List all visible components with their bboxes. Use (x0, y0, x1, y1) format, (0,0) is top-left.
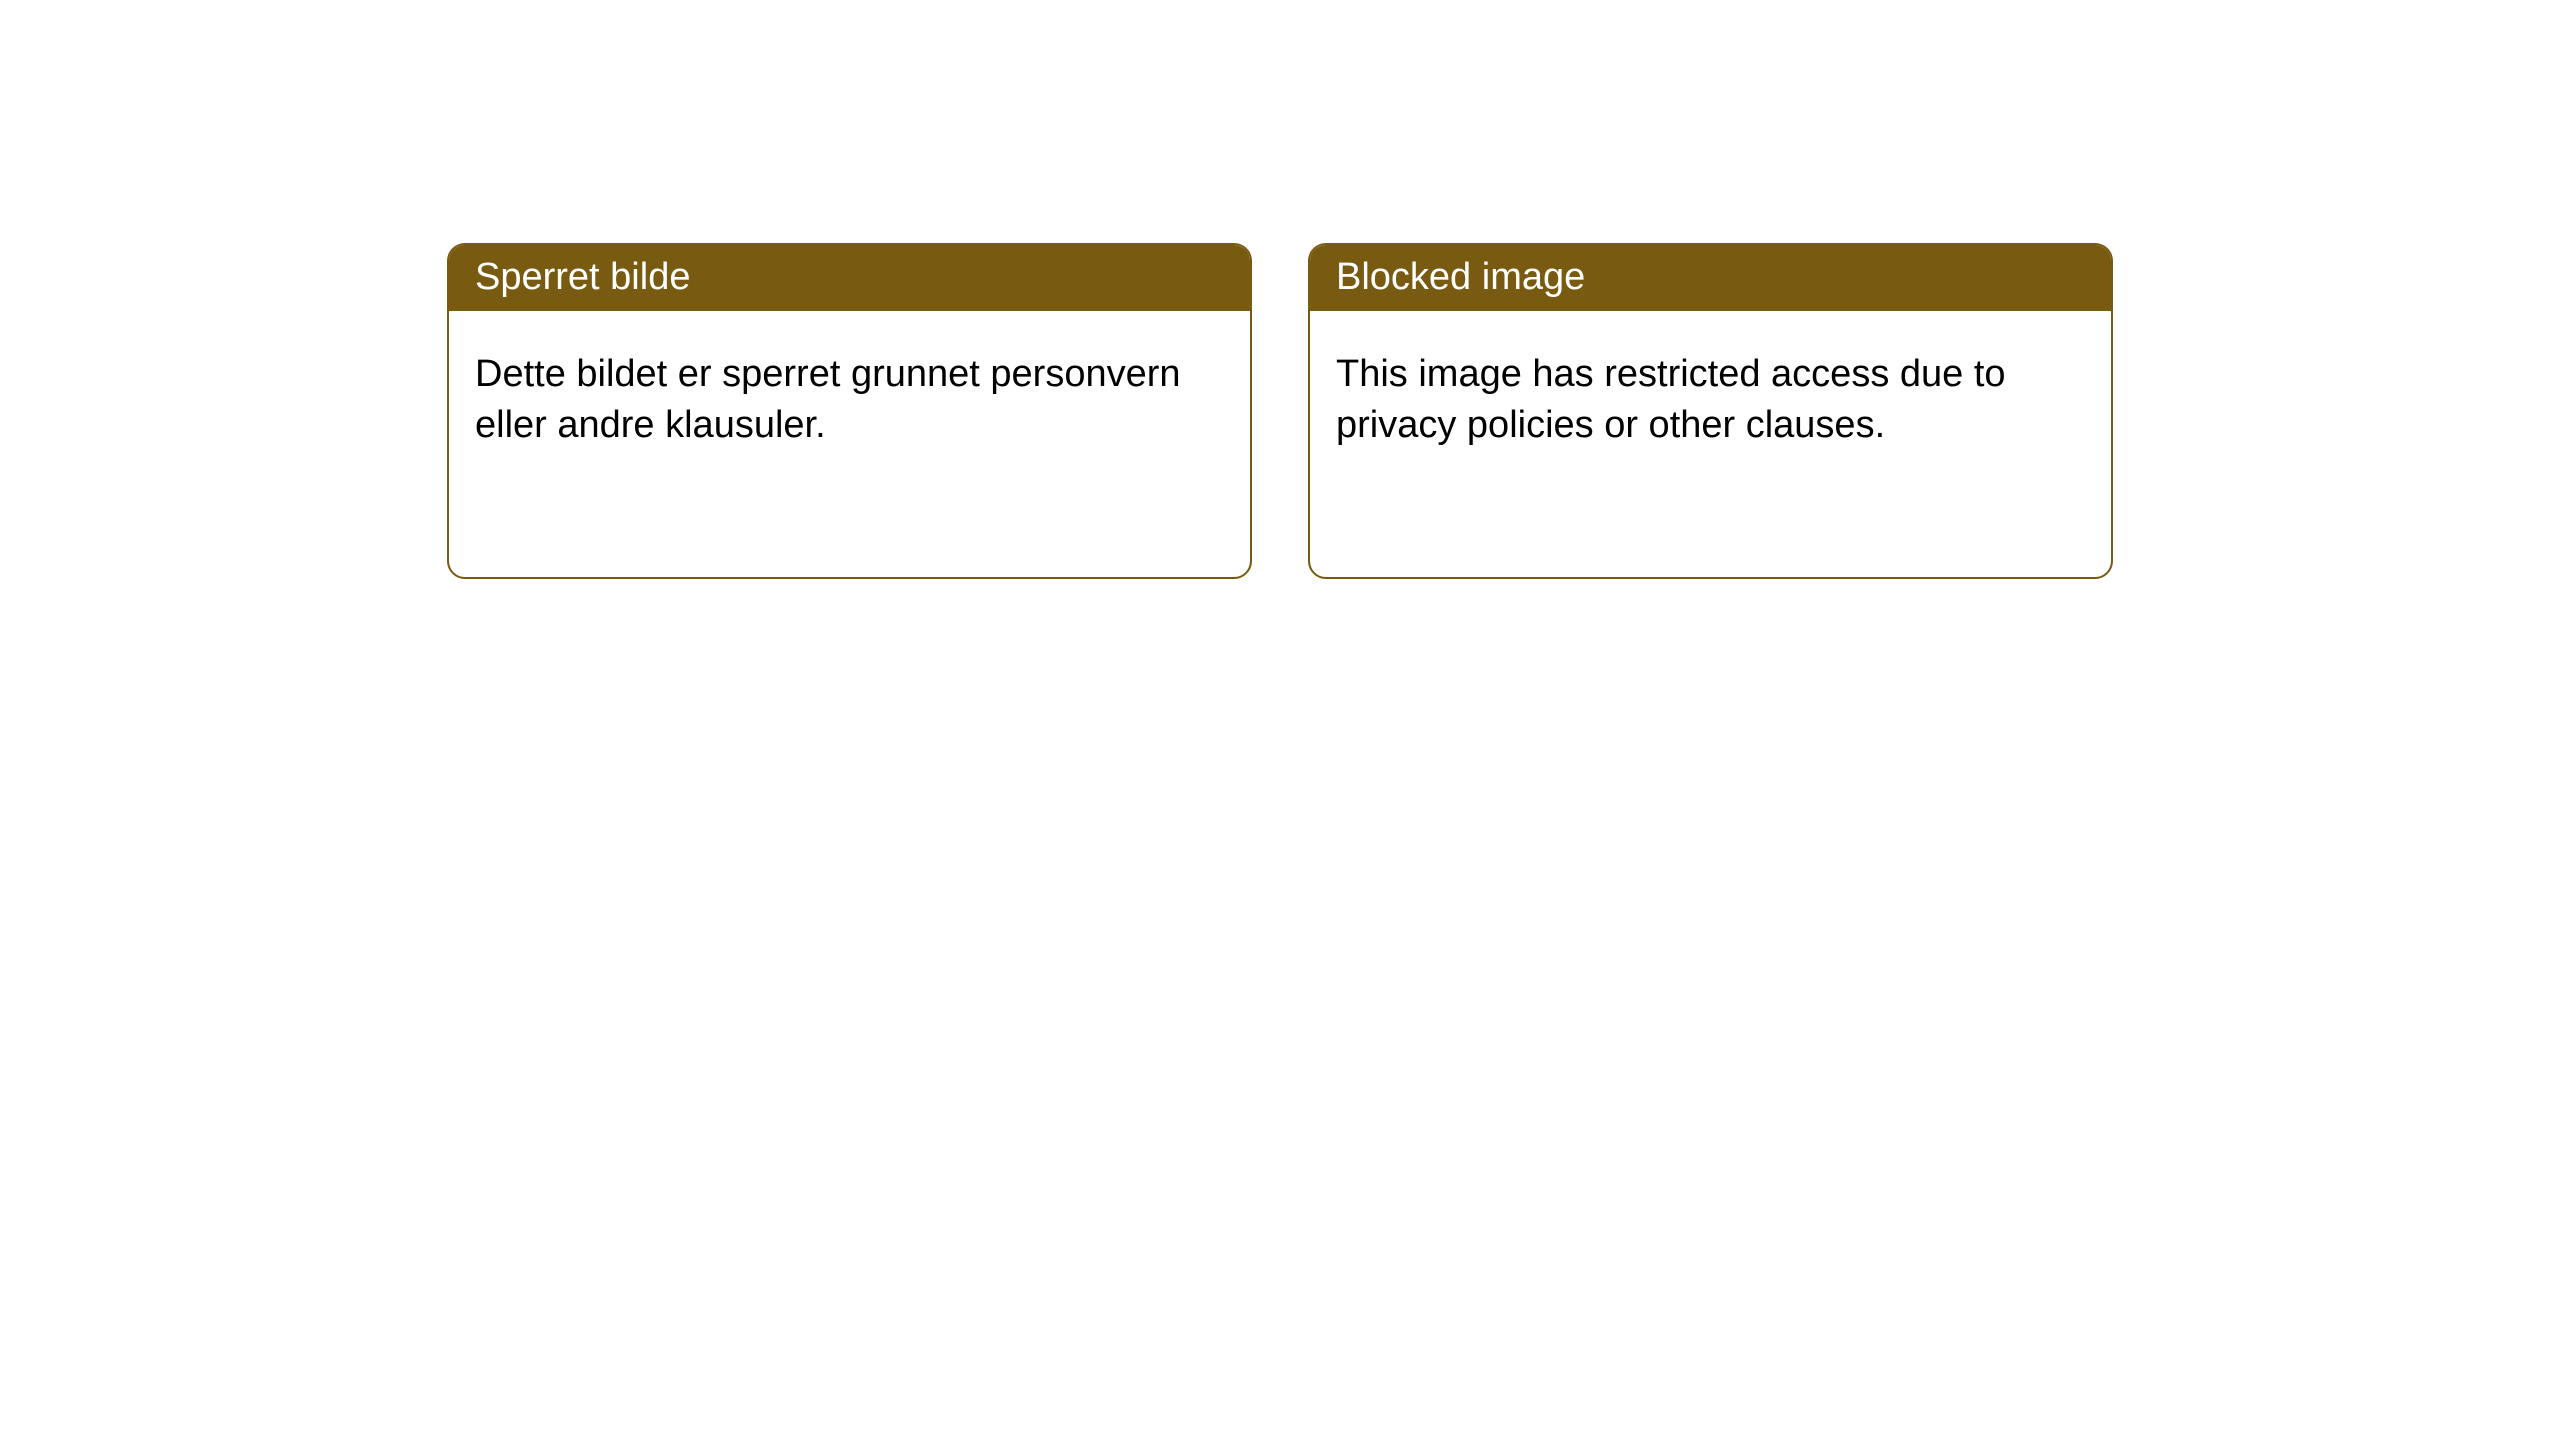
notice-card-norwegian: Sperret bilde Dette bildet er sperret gr… (447, 243, 1252, 579)
notice-card-english: Blocked image This image has restricted … (1308, 243, 2113, 579)
card-body: This image has restricted access due to … (1310, 311, 2111, 490)
card-header: Blocked image (1310, 245, 2111, 311)
card-body-text: This image has restricted access due to … (1336, 353, 2006, 446)
card-body-text: Dette bildet er sperret grunnet personve… (475, 353, 1181, 446)
card-header: Sperret bilde (449, 245, 1250, 311)
notice-cards-container: Sperret bilde Dette bildet er sperret gr… (0, 0, 2560, 579)
card-title: Blocked image (1336, 256, 1585, 298)
card-title: Sperret bilde (475, 256, 690, 298)
card-body: Dette bildet er sperret grunnet personve… (449, 311, 1250, 490)
